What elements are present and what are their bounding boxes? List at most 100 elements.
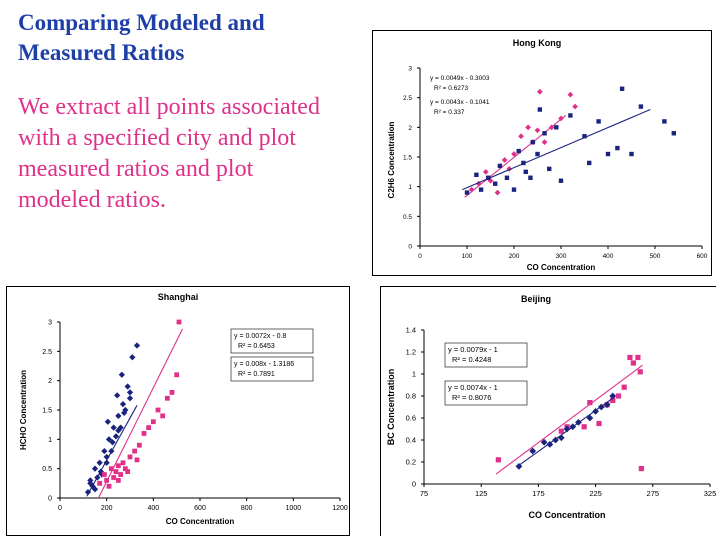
data-point — [118, 371, 125, 378]
x-tick-label: 1200 — [332, 505, 348, 512]
data-point — [534, 127, 541, 134]
data-point — [547, 166, 552, 172]
x-tick-label: 0 — [418, 253, 422, 260]
data-point — [485, 175, 491, 180]
data-point — [122, 466, 128, 472]
regression-equation: y = 0.0079x - 1 — [448, 345, 498, 354]
data-point — [536, 88, 543, 95]
y-tick-label: 0.2 — [406, 458, 416, 467]
x-tick-label: 275 — [647, 489, 660, 498]
data-point — [493, 181, 498, 186]
data-point — [96, 459, 103, 466]
regression-equation: y = 0.0043x - 0.1041 — [430, 99, 490, 106]
series-1 — [515, 392, 617, 470]
equation-box — [230, 328, 314, 354]
y-tick-label: 1.5 — [403, 155, 412, 162]
data-point — [619, 86, 625, 91]
data-point — [638, 104, 644, 109]
chart-title: Shanghai — [158, 292, 199, 302]
data-point — [468, 186, 475, 193]
data-point — [621, 384, 627, 390]
regression-r2: R² = 0.6273 — [434, 85, 469, 92]
regression-r2: R² = 0.8076 — [452, 393, 491, 402]
regression-r2: R² = 0.337 — [434, 109, 465, 116]
data-point — [133, 342, 141, 349]
data-point — [597, 403, 605, 411]
equation-box — [444, 380, 528, 406]
y-tick-label: 0.8 — [406, 392, 416, 401]
data-point — [516, 148, 521, 154]
data-point — [630, 360, 636, 366]
data-point — [108, 447, 115, 455]
trendline — [495, 364, 643, 475]
hongkong-chart: Hong Kong 0 100 200 300 400 500 600 0 0.5 1 1.5 2 2.5… — [372, 30, 712, 276]
data-point — [542, 131, 547, 136]
data-point — [582, 134, 587, 139]
chart-frame — [6, 286, 350, 536]
data-point — [478, 187, 484, 192]
data-point — [581, 424, 587, 430]
x-tick-label: 300 — [556, 253, 567, 260]
data-point — [603, 401, 611, 409]
data-point — [529, 447, 537, 455]
y-tick-label: 3 — [408, 66, 412, 73]
data-point — [501, 157, 508, 163]
y-tick-label: 1 — [48, 437, 52, 444]
data-point — [521, 160, 526, 166]
data-point — [105, 436, 113, 443]
data-point — [615, 393, 622, 399]
data-point — [474, 172, 479, 177]
x-tick-label: 400 — [603, 253, 614, 260]
data-point — [94, 474, 101, 481]
regression-r2: R² = 0.7891 — [238, 371, 275, 378]
data-point — [146, 425, 152, 430]
data-point — [504, 175, 510, 180]
y-tick-label: 0.5 — [403, 214, 412, 221]
data-point — [155, 407, 161, 413]
beijing-chart-svg: Beijing 75 125 175 225 275 325 0 0.2 0.4 0.6 0.8 1 1.… — [380, 286, 716, 536]
chart-title: Hong Kong — [513, 38, 562, 48]
data-point — [115, 427, 122, 434]
y-tick-label: 0 — [412, 480, 416, 489]
data-point — [104, 418, 111, 425]
data-point — [101, 447, 108, 455]
data-point — [129, 354, 136, 361]
y-tick-label: 1.5 — [42, 408, 52, 415]
data-point — [494, 189, 501, 196]
data-point — [115, 478, 121, 483]
x-tick-label: 0 — [58, 505, 62, 512]
slide-body: We extract all points associated with a … — [18, 94, 320, 213]
data-point — [101, 472, 107, 477]
shanghai-chart-svg: Shanghai 0 200 400 600 800 1000 1200 0 0.5 1 1.5 2 2.… — [6, 286, 350, 536]
x-axis-label: CO Concentration — [528, 510, 605, 520]
data-point — [126, 389, 134, 396]
shanghai-chart: Shanghai 0 200 400 600 800 1000 1200 0 0.5 1 1.5 2 2.… — [6, 286, 350, 536]
y-tick-label: 1 — [408, 184, 412, 191]
data-point — [121, 409, 128, 417]
data-point — [587, 160, 592, 166]
x-tick-label: 225 — [589, 489, 602, 498]
chart-title: Beijing — [521, 294, 551, 304]
data-point — [671, 131, 676, 136]
data-point — [535, 151, 540, 157]
data-point — [136, 442, 142, 448]
data-point — [113, 469, 119, 474]
hongkong-chart-svg: Hong Kong 0 100 200 300 400 500 600 0 0.5 1 1.5 2 2.5… — [372, 30, 712, 276]
data-point — [528, 175, 533, 180]
data-point — [127, 454, 133, 460]
x-tick-label: 75 — [420, 489, 428, 498]
data-point — [515, 463, 523, 470]
data-point — [464, 190, 470, 195]
data-point — [120, 460, 126, 466]
data-point — [596, 420, 602, 427]
data-point — [596, 119, 601, 124]
y-tick-label: 0 — [48, 496, 52, 503]
y-tick-label: 0.4 — [406, 436, 416, 445]
data-point — [569, 423, 577, 431]
y-tick-label: 0.5 — [42, 466, 52, 473]
data-point — [558, 428, 564, 434]
x-tick-label: 175 — [532, 489, 545, 498]
data-point — [567, 91, 574, 98]
data-point — [627, 354, 633, 361]
series-0 — [495, 354, 644, 475]
